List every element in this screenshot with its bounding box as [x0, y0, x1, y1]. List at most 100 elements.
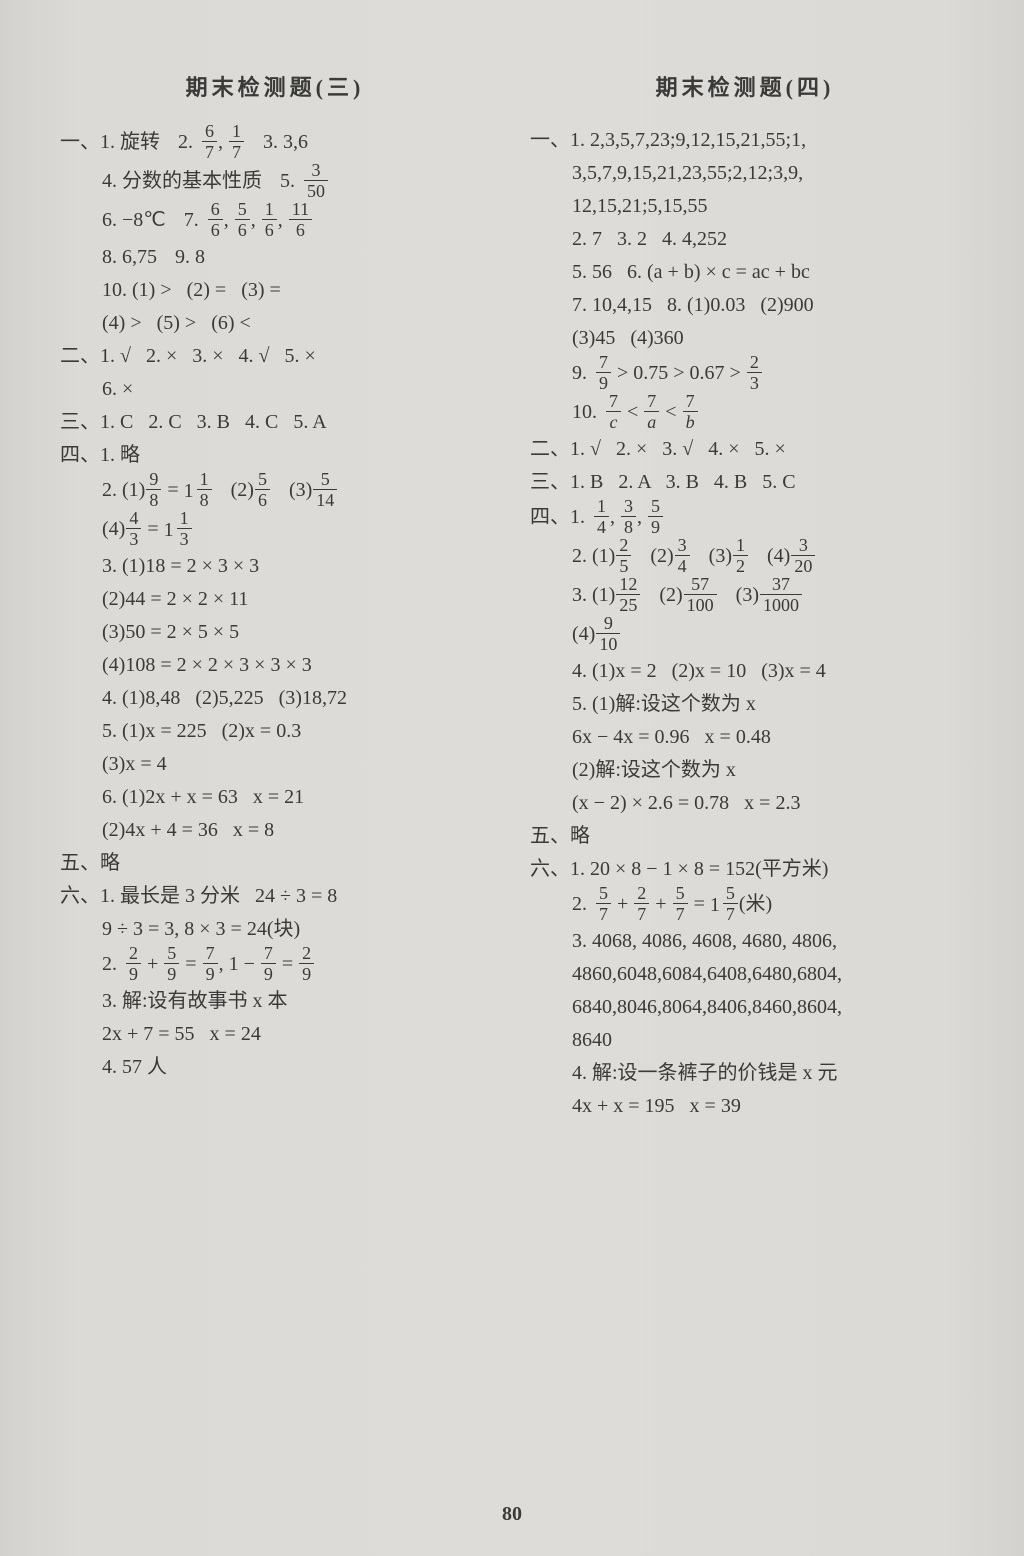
r-line: 5. 56 6. (a + b) × c = ac + bc — [530, 256, 960, 289]
text: 3. (1) — [572, 584, 615, 606]
l-line: 二、1. √ 2. × 3. × 4. √ 5. × — [60, 340, 490, 373]
text: (4) — [572, 623, 595, 645]
fraction: 57 — [673, 884, 688, 923]
r-line: 3. (1)1225(2)57100(3)371000 — [530, 577, 960, 616]
left-column: 期末检测题(三) 一、1. 旋转2.67, 173. 3,6 4. 分数的基本性… — [60, 70, 490, 1450]
text: < — [660, 401, 681, 423]
fraction: 66 — [208, 200, 223, 239]
r-line: 2. (1)25(2)34(3)12(4)320 — [530, 538, 960, 577]
text: 3. 3,6 — [263, 131, 308, 153]
text: 1. — [570, 506, 585, 528]
mixed-fraction: 118 — [184, 472, 213, 511]
fraction: 57 — [596, 884, 611, 923]
fraction: 79 — [261, 944, 276, 983]
sec-label: 六、 — [60, 885, 100, 907]
r-line: 3. 4068, 4086, 4608, 4680, 4806, — [530, 925, 960, 958]
text: = — [180, 953, 201, 975]
text: (2) — [231, 479, 254, 501]
text: 2. (1) — [102, 479, 145, 501]
fraction: 17 — [229, 122, 244, 161]
sec-label: 二、 — [530, 438, 570, 460]
left-title: 期末检测题(三) — [60, 70, 490, 106]
fraction: 79 — [203, 944, 218, 983]
text: 9. 8 — [175, 246, 205, 268]
fraction: 514 — [313, 470, 337, 509]
l-line: 10. (1) > (2) = (3) = — [60, 274, 490, 307]
r-line: 六、1. 20 × 8 − 1 × 8 = 152(平方米) — [530, 853, 960, 886]
text: 5. — [280, 170, 295, 192]
r-line: 4x + x = 195 x = 39 — [530, 1090, 960, 1123]
l-line: 4. 分数的基本性质 5. 350 — [60, 163, 490, 202]
text: 10. — [572, 401, 597, 423]
fraction: 350 — [304, 161, 328, 200]
l-line: 4. (1)8,48 (2)5,225 (3)18,72 — [60, 682, 490, 715]
text: < — [622, 401, 643, 423]
text: (3) — [289, 479, 312, 501]
text: , 1 − — [219, 953, 260, 975]
fraction: 56 — [255, 470, 270, 509]
fraction: 16 — [262, 200, 277, 239]
text: 1. 旋转 — [100, 131, 160, 153]
r-line: 6840,8046,8064,8406,8460,8604, — [530, 991, 960, 1024]
fraction: 67 — [202, 122, 217, 161]
r-line: 4. (1)x = 2 (2)x = 10 (3)x = 4 — [530, 655, 960, 688]
r-line: 4. 解:设一条裤子的价钱是 x 元 — [530, 1057, 960, 1090]
sec-label: 一、 — [530, 129, 570, 151]
text: (4) — [767, 545, 790, 567]
fraction: 7c — [606, 392, 621, 431]
fraction: 25 — [616, 536, 631, 575]
l-line: (4)108 = 2 × 2 × 3 × 3 × 3 — [60, 649, 490, 682]
l-line: 6. (1)2x + x = 63 x = 21 — [60, 781, 490, 814]
fraction: 12 — [733, 536, 748, 575]
text: 1. 20 × 8 − 1 × 8 = 152(平方米) — [570, 858, 828, 880]
text: (米) — [739, 893, 772, 915]
l-line: 8. 6,759. 8 — [60, 241, 490, 274]
fraction: 27 — [634, 884, 649, 923]
text: 1. √ 2. × 3. √ 4. × 5. × — [570, 438, 786, 460]
text: 1. 2,3,5,7,23;9,12,15,21,55;1, — [570, 129, 806, 151]
l-line: 2. (1)98 = 118(2)56(3)514 — [60, 472, 490, 511]
text: 4. 分数的基本性质 — [102, 170, 262, 192]
l-line: (3)50 = 2 × 5 × 5 — [60, 616, 490, 649]
l-line: 3. 解:设有故事书 x 本 — [60, 985, 490, 1018]
text: + — [142, 953, 163, 975]
r-line: 10.7c < 7a < 7b — [530, 394, 960, 433]
l-line: 4. 57 人 — [60, 1051, 490, 1084]
l-line: 2x + 7 = 55 x = 24 — [60, 1018, 490, 1051]
r-line: (3)45 (4)360 — [530, 322, 960, 355]
text: = — [277, 953, 298, 975]
text: 1. 最长是 3 分米 24 ÷ 3 = 8 — [100, 885, 337, 907]
fraction: 23 — [747, 353, 762, 392]
text: (4) — [102, 518, 125, 540]
r-line: (4)910 — [530, 616, 960, 655]
r-line: 二、1. √ 2. × 3. √ 4. × 5. × — [530, 433, 960, 466]
l-line: 2.29 + 59 = 79, 1 − 79 = 29 — [60, 946, 490, 985]
text: (3) — [736, 584, 759, 606]
l-line: (2)44 = 2 × 2 × 11 — [60, 583, 490, 616]
fraction: 34 — [675, 536, 690, 575]
l-line: 5. (1)x = 225 (2)x = 0.3 — [60, 715, 490, 748]
fraction: 43 — [126, 509, 141, 548]
r-line: 一、1. 2,3,5,7,23;9,12,15,21,55;1, — [530, 124, 960, 157]
text: 9. — [572, 362, 587, 384]
text: (3) — [709, 545, 732, 567]
r-line: 三、1. B 2. A 3. B 4. B 5. C — [530, 466, 960, 499]
r-line: 12,15,21;5,15,55 — [530, 190, 960, 223]
right-title: 期末检测题(四) — [530, 70, 960, 106]
l-line: (4)43 = 113 — [60, 511, 490, 550]
fraction: 116 — [289, 200, 312, 239]
text: 1. 略 — [100, 444, 140, 466]
r-line: 9.79 > 0.75 > 0.67 > 23 — [530, 355, 960, 394]
text: = — [142, 518, 163, 540]
text: = — [162, 479, 183, 501]
text: + — [612, 893, 633, 915]
page-number: 80 — [0, 1503, 1024, 1526]
fraction: 371000 — [760, 575, 802, 614]
text: 2. — [102, 953, 117, 975]
sec-label: 三、 — [60, 411, 100, 433]
fraction: 29 — [126, 944, 141, 983]
r-line: 6x − 4x = 0.96 x = 0.48 — [530, 721, 960, 754]
r-line: 8640 — [530, 1024, 960, 1057]
l-line: 六、1. 最长是 3 分米 24 ÷ 3 = 8 — [60, 880, 490, 913]
fraction: 7a — [644, 392, 659, 431]
